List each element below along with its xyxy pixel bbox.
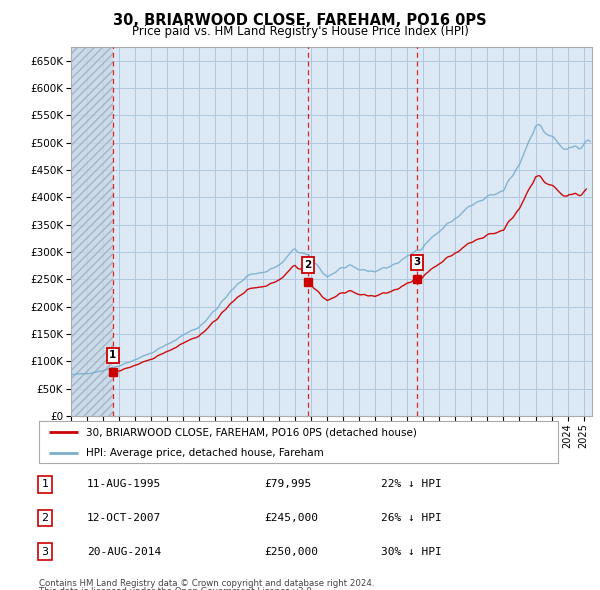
Text: 22% ↓ HPI: 22% ↓ HPI bbox=[381, 480, 442, 489]
Text: 20-AUG-2014: 20-AUG-2014 bbox=[87, 547, 161, 556]
Text: 26% ↓ HPI: 26% ↓ HPI bbox=[381, 513, 442, 523]
Text: 3: 3 bbox=[413, 257, 421, 267]
Text: 2: 2 bbox=[304, 260, 311, 270]
Text: 3: 3 bbox=[41, 547, 49, 556]
Text: 1: 1 bbox=[41, 480, 49, 489]
Text: 30% ↓ HPI: 30% ↓ HPI bbox=[381, 547, 442, 556]
Text: 11-AUG-1995: 11-AUG-1995 bbox=[87, 480, 161, 489]
Text: £245,000: £245,000 bbox=[264, 513, 318, 523]
Text: Price paid vs. HM Land Registry's House Price Index (HPI): Price paid vs. HM Land Registry's House … bbox=[131, 25, 469, 38]
Text: 30, BRIARWOOD CLOSE, FAREHAM, PO16 0PS (detached house): 30, BRIARWOOD CLOSE, FAREHAM, PO16 0PS (… bbox=[86, 427, 416, 437]
Text: 30, BRIARWOOD CLOSE, FAREHAM, PO16 0PS: 30, BRIARWOOD CLOSE, FAREHAM, PO16 0PS bbox=[113, 13, 487, 28]
Text: 2: 2 bbox=[41, 513, 49, 523]
Text: 12-OCT-2007: 12-OCT-2007 bbox=[87, 513, 161, 523]
Bar bbox=[71, 47, 113, 416]
Text: This data is licensed under the Open Government Licence v3.0.: This data is licensed under the Open Gov… bbox=[39, 587, 314, 590]
Text: £79,995: £79,995 bbox=[264, 480, 311, 489]
Text: HPI: Average price, detached house, Fareham: HPI: Average price, detached house, Fare… bbox=[86, 448, 323, 458]
Text: £250,000: £250,000 bbox=[264, 547, 318, 556]
Text: 1: 1 bbox=[109, 350, 116, 360]
Text: Contains HM Land Registry data © Crown copyright and database right 2024.: Contains HM Land Registry data © Crown c… bbox=[39, 579, 374, 588]
